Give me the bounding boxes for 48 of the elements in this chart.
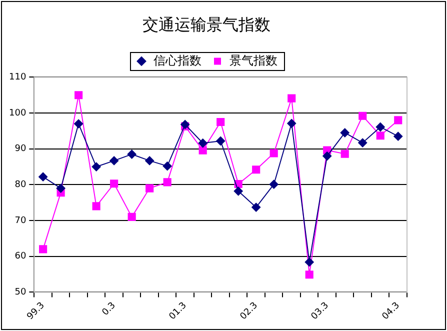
- point: [110, 180, 118, 188]
- y-tick-label: 100: [8, 108, 26, 118]
- legend-label: 景气指数: [230, 53, 278, 68]
- y-tick-label: 60: [14, 252, 26, 262]
- point: [127, 150, 136, 159]
- point: [56, 184, 66, 193]
- point: [376, 122, 385, 132]
- legend-label: 信心指数: [154, 53, 202, 68]
- point: [198, 138, 208, 148]
- point: [234, 186, 243, 196]
- point: [358, 112, 367, 120]
- point: [216, 136, 226, 146]
- point: [394, 116, 402, 124]
- point: [322, 152, 332, 161]
- point: [376, 132, 384, 140]
- point: [252, 166, 260, 174]
- point: [288, 94, 296, 102]
- y-tick-label: 90: [14, 144, 26, 154]
- point: [74, 119, 84, 128]
- x-tick-label: 0.3: [100, 300, 118, 318]
- point: [163, 178, 172, 186]
- point: [216, 118, 225, 126]
- point: [38, 172, 48, 182]
- point: [270, 149, 278, 158]
- point: [162, 162, 172, 171]
- point: [74, 91, 83, 100]
- y-tick-label: 50: [14, 288, 26, 298]
- y-tick-label: 110: [8, 72, 26, 83]
- point: [39, 245, 48, 254]
- y-tick-label: 70: [14, 216, 26, 226]
- point: [92, 202, 100, 210]
- point: [198, 146, 207, 154]
- chart-title: 交通运输景气指数: [142, 14, 270, 34]
- point: [304, 258, 314, 267]
- point: [287, 118, 296, 128]
- y-tick-label: 80: [14, 180, 26, 190]
- point: [110, 156, 119, 166]
- point: [358, 138, 368, 148]
- point: [92, 162, 101, 172]
- point: [146, 184, 154, 192]
- point: [305, 270, 314, 279]
- point: [252, 202, 261, 212]
- point: [145, 156, 154, 166]
- point: [269, 180, 278, 189]
- point: [128, 212, 136, 221]
- point: [340, 128, 350, 138]
- point: [394, 132, 403, 141]
- point: [340, 150, 349, 158]
